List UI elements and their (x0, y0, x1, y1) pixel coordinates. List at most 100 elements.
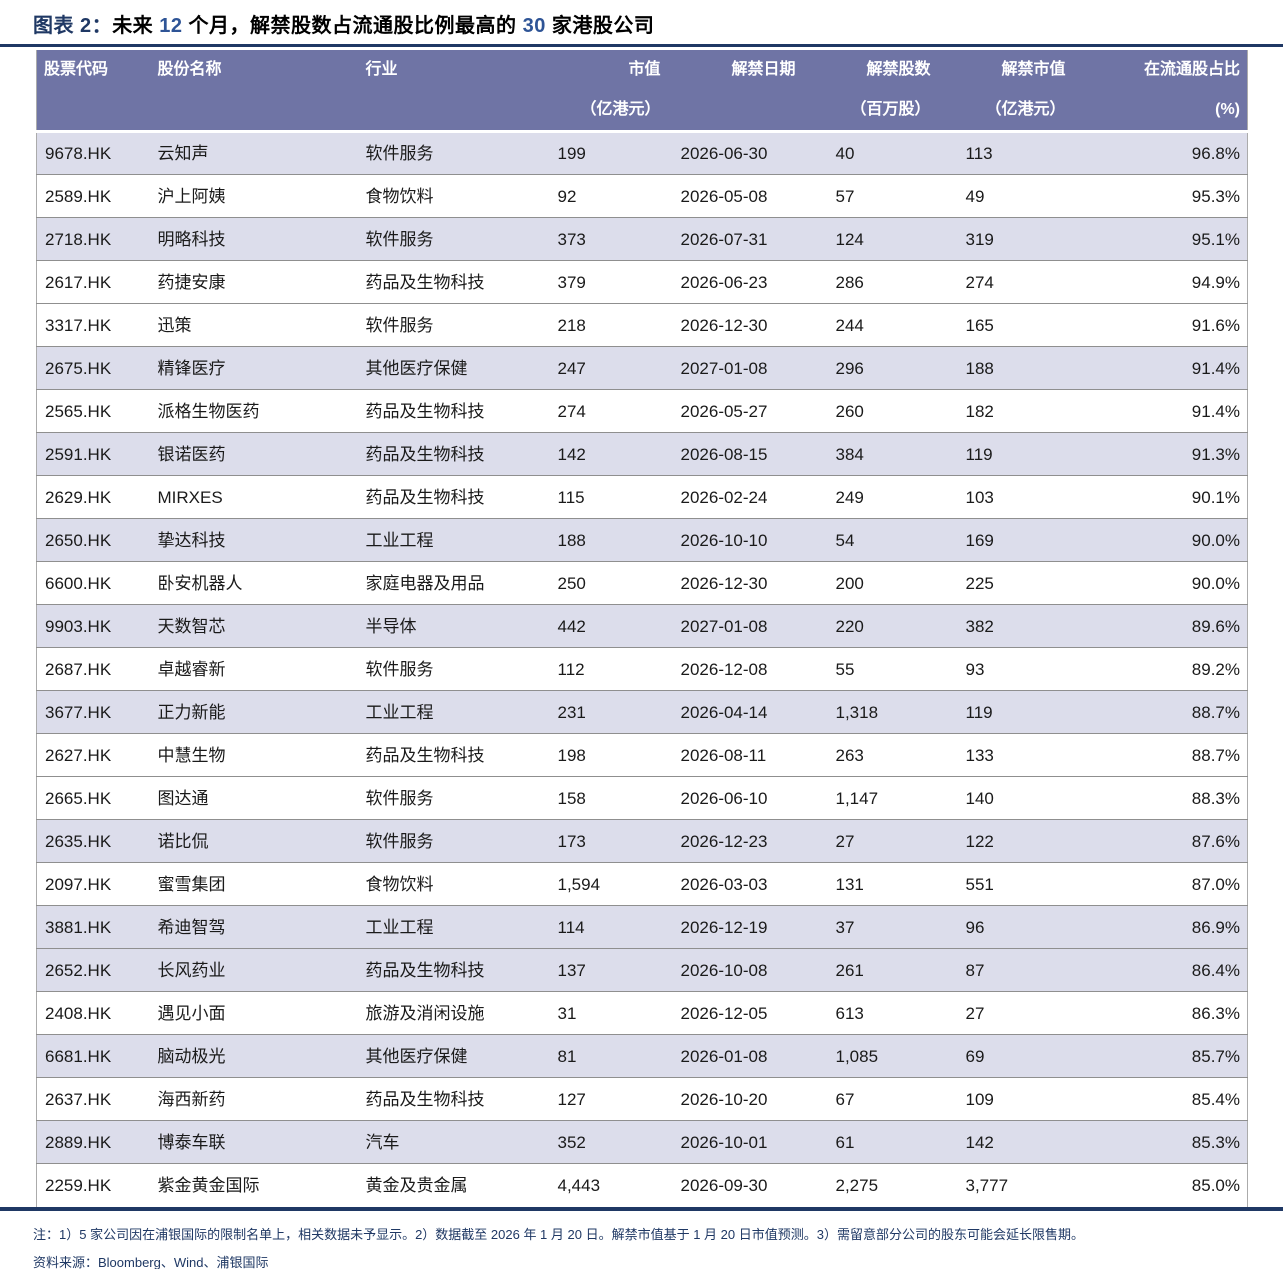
cell-shares: 260 (828, 389, 959, 433)
cell-name: 迅策 (150, 303, 359, 347)
cell-industry: 药品及生物科技 (358, 432, 551, 476)
cell-mktcap: 379 (550, 260, 667, 304)
cell-pct: 85.0% (1071, 1163, 1248, 1207)
cell-industry: 半导体 (358, 604, 551, 648)
cell-name: 精锋医疗 (150, 346, 359, 390)
cell-value: 49 (958, 174, 1072, 218)
table-row: 2591.HK 银诺医药 药品及生物科技 142 2026-08-15 384 119 91.… (36, 432, 1248, 476)
cell-code: 2675.HK (36, 346, 151, 390)
cell-shares: 61 (828, 1120, 959, 1164)
cell-code: 2617.HK (36, 260, 151, 304)
cell-date: 2026-05-27 (666, 389, 829, 433)
col-header-mktcap: 市值 （亿港元） (550, 50, 667, 133)
cell-date: 2026-08-15 (666, 432, 829, 476)
col-header-name: 股份名称 (150, 50, 359, 133)
cell-date: 2026-10-10 (666, 518, 829, 562)
cell-industry: 软件服务 (358, 217, 551, 261)
table-row: 2589.HK 沪上阿姨 食物饮料 92 2026-05-08 57 49 95.3% (36, 174, 1248, 218)
table-row: 2650.HK 挚达科技 工业工程 188 2026-10-10 54 169 90.0% (36, 518, 1248, 562)
col-header-unit: （亿港元） (580, 101, 661, 118)
bottom-rule (0, 1206, 1283, 1211)
cell-value: 169 (958, 518, 1072, 562)
table-row: 2637.HK 海西新药 药品及生物科技 127 2026-10-20 67 109 85.4… (36, 1077, 1248, 1121)
cell-shares: 37 (828, 905, 959, 949)
table-row: 2889.HK 博泰车联 汽车 352 2026-10-01 61 142 85.3% (36, 1120, 1248, 1164)
cell-code: 9903.HK (36, 604, 151, 648)
cell-name: 沪上阿姨 (150, 174, 359, 218)
notes: 注：1）5 家公司因在浦银国际的限制名单上，相关数据未予显示。2）数据截至 20… (0, 1211, 1283, 1269)
cell-date: 2026-12-30 (666, 561, 829, 605)
cell-name: 蜜雪集团 (150, 862, 359, 906)
cell-shares: 200 (828, 561, 959, 605)
cell-shares: 296 (828, 346, 959, 390)
cell-date: 2026-12-23 (666, 819, 829, 863)
table-row: 2665.HK 图达通 软件服务 158 2026-06-10 1,147 140 88.3% (36, 776, 1248, 820)
cell-name: 明略科技 (150, 217, 359, 261)
cell-code: 2718.HK (36, 217, 151, 261)
cell-mktcap: 115 (550, 475, 667, 519)
figure-title-text: 未来 12 个月，解禁股数占流通股比例最高的 30 家港股公司 (112, 15, 654, 37)
col-header-label: 股份名称 (157, 61, 222, 78)
col-header-label: 行业 (365, 61, 398, 78)
title-segment: 未来 (112, 15, 160, 37)
table-row: 2565.HK 派格生物医药 药品及生物科技 274 2026-05-27 260 182 9… (36, 389, 1248, 433)
cell-value: 551 (958, 862, 1072, 906)
cell-name: 紫金黄金国际 (150, 1163, 359, 1207)
cell-value: 109 (958, 1077, 1072, 1121)
table-row: 2629.HK MIRXES 药品及生物科技 115 2026-02-24 249 103 9… (36, 475, 1248, 519)
cell-shares: 1,147 (828, 776, 959, 820)
cell-name: 正力新能 (150, 690, 359, 734)
cell-name: 长风药业 (150, 948, 359, 992)
cell-shares: 27 (828, 819, 959, 863)
cell-code: 2565.HK (36, 389, 151, 433)
cell-pct: 95.3% (1071, 174, 1248, 218)
cell-mktcap: 274 (550, 389, 667, 433)
cell-value: 165 (958, 303, 1072, 347)
cell-date: 2026-06-10 (666, 776, 829, 820)
cell-date: 2026-03-03 (666, 862, 829, 906)
cell-industry: 药品及生物科技 (358, 733, 551, 777)
cell-code: 2650.HK (36, 518, 151, 562)
col-header-label: 解禁股数 (866, 61, 931, 78)
cell-value: 382 (958, 604, 1072, 648)
cell-mktcap: 137 (550, 948, 667, 992)
cell-pct: 96.8% (1191, 144, 1240, 163)
table-row: 3881.HK 希迪智驾 工业工程 114 2026-12-19 37 96 86.9% (36, 905, 1248, 949)
cell-pct: 90.1% (1071, 475, 1248, 519)
cell-name: 云知声 (157, 144, 209, 163)
cell-pct: 89.2% (1071, 647, 1248, 691)
cell-date: 2026-05-08 (666, 174, 829, 218)
cell-code: 2589.HK (36, 174, 151, 218)
cell-name: 派格生物医药 (150, 389, 359, 433)
cell-mktcap: 218 (550, 303, 667, 347)
cell-pct: 88.3% (1071, 776, 1248, 820)
table-body: 9678.HK 云知声 软件服务 199 2026-06-30 40 113 96.8% 258… (36, 131, 1248, 1207)
cell-mktcap: 127 (550, 1077, 667, 1121)
cell-code: 6600.HK (36, 561, 151, 605)
cell-industry: 旅游及消闲设施 (358, 991, 551, 1035)
cell-shares: 286 (828, 260, 959, 304)
cell-shares: 1,085 (828, 1034, 959, 1078)
cell-value: 274 (958, 260, 1072, 304)
col-header-unit: (%) (1215, 101, 1240, 118)
col-header-label: 解禁日期 (731, 61, 796, 78)
cell-industry: 软件服务 (365, 144, 434, 163)
cell-name: 卧安机器人 (150, 561, 359, 605)
cell-pct: 95.1% (1071, 217, 1248, 261)
cell-value: 119 (958, 432, 1072, 476)
cell-value: 87 (958, 948, 1072, 992)
cell-name: 希迪智驾 (150, 905, 359, 949)
col-header-shares: 解禁股数 （百万股） (828, 50, 959, 133)
cell-date: 2027-01-08 (666, 346, 829, 390)
cell-industry: 工业工程 (358, 690, 551, 734)
cell-shares: 384 (828, 432, 959, 476)
cell-shares: 261 (828, 948, 959, 992)
cell-mktcap: 199 (557, 144, 586, 163)
cell-shares: 263 (828, 733, 959, 777)
table-row: 2617.HK 药捷安康 药品及生物科技 379 2026-06-23 286 274 94.… (36, 260, 1248, 304)
cell-date: 2026-09-30 (666, 1163, 829, 1207)
cell-date: 2026-10-08 (666, 948, 829, 992)
cell-name: 银诺医药 (150, 432, 359, 476)
table-row: 2627.HK 中慧生物 药品及生物科技 198 2026-08-11 263 133 88.… (36, 733, 1248, 777)
cell-name: 脑动极光 (150, 1034, 359, 1078)
